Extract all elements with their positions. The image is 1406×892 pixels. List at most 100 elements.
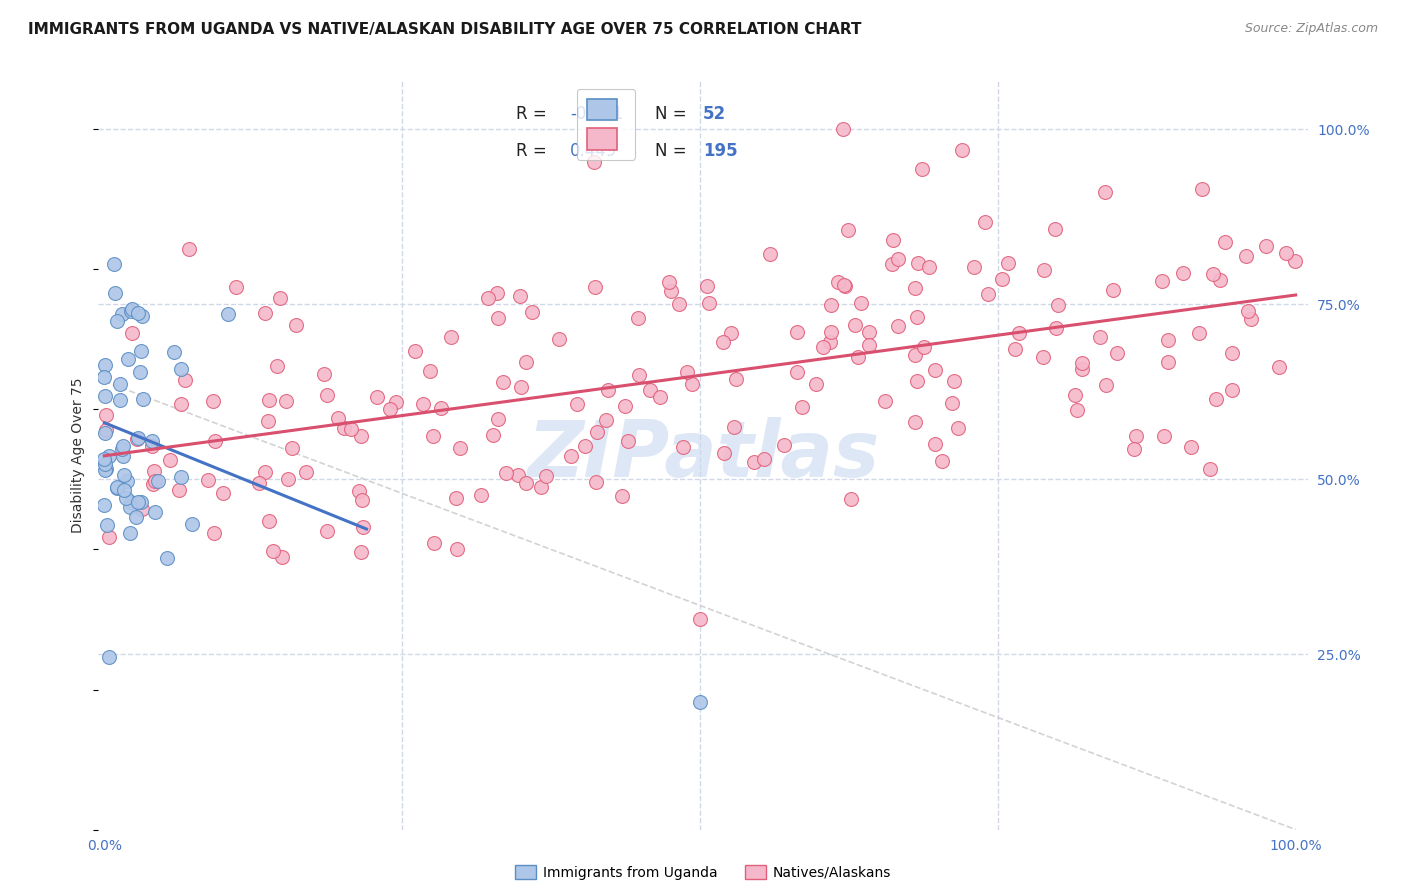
Point — [858, 337, 880, 351]
Point — [385, 395, 408, 409]
Point — [832, 277, 855, 292]
Point — [1157, 355, 1180, 369]
Point — [253, 306, 276, 320]
Point — [328, 411, 350, 425]
Point — [1043, 222, 1066, 236]
Point — [202, 526, 225, 541]
Point — [112, 483, 135, 498]
Point — [839, 492, 862, 507]
Point — [1274, 246, 1296, 260]
Point — [197, 473, 219, 487]
Point — [820, 325, 842, 339]
Text: IMMIGRANTS FROM UGANDA VS NATIVE/ALASKAN DISABILITY AGE OVER 75 CORRELATION CHAR: IMMIGRANTS FROM UGANDA VS NATIVE/ALASKAN… — [28, 22, 862, 37]
Point — [668, 297, 690, 311]
Point — [366, 390, 388, 404]
Point — [904, 348, 927, 362]
Point — [627, 368, 650, 382]
Point — [125, 510, 148, 524]
Point — [917, 260, 939, 274]
Point — [904, 415, 927, 429]
Point — [170, 362, 193, 376]
Point — [212, 485, 235, 500]
Point — [111, 439, 134, 453]
Point — [1094, 186, 1116, 200]
Point — [1156, 333, 1178, 347]
Point — [449, 442, 471, 456]
Point — [259, 392, 281, 407]
Point — [1199, 462, 1222, 476]
Point — [875, 394, 897, 409]
Point — [105, 480, 128, 494]
Point — [163, 344, 186, 359]
Point — [112, 467, 135, 482]
Point — [792, 400, 814, 414]
Point — [277, 472, 299, 486]
Point — [142, 477, 165, 491]
Point — [143, 474, 166, 488]
Point — [477, 291, 499, 305]
Point — [696, 279, 718, 293]
Point — [120, 495, 142, 509]
Point — [844, 318, 866, 332]
Point — [786, 366, 808, 380]
Point — [485, 285, 508, 300]
Point — [316, 388, 339, 402]
Text: R =: R = — [516, 105, 551, 123]
Point — [905, 374, 928, 388]
Point — [681, 377, 703, 392]
Point — [882, 257, 904, 271]
Point — [202, 393, 225, 408]
Point — [1208, 273, 1230, 287]
Point — [585, 475, 607, 489]
Point — [274, 393, 297, 408]
Point — [97, 649, 120, 664]
Point — [120, 500, 142, 515]
Point — [105, 481, 128, 495]
Point — [225, 280, 247, 294]
Point — [129, 494, 152, 508]
Point — [486, 311, 509, 326]
Point — [125, 432, 148, 446]
Point — [522, 305, 544, 319]
Text: ZIPatlas: ZIPatlas — [527, 417, 879, 493]
Point — [907, 256, 929, 270]
Text: N =: N = — [655, 105, 692, 123]
Point — [638, 383, 661, 397]
Point — [848, 350, 870, 364]
Point — [94, 463, 117, 477]
Point — [713, 335, 735, 350]
Point — [217, 307, 239, 321]
Point — [131, 309, 153, 323]
Point — [672, 441, 695, 455]
Point — [423, 536, 446, 550]
Point — [1205, 392, 1227, 406]
Point — [93, 425, 115, 440]
Point — [1063, 388, 1085, 402]
Point — [127, 306, 149, 320]
Point — [742, 455, 765, 469]
Point — [583, 279, 606, 293]
Point — [127, 431, 149, 445]
Point — [111, 308, 134, 322]
Point — [977, 286, 1000, 301]
Point — [284, 318, 307, 332]
Point — [574, 439, 596, 453]
Point — [548, 332, 571, 346]
Point — [115, 491, 138, 505]
Point — [430, 401, 453, 415]
Point — [204, 434, 226, 448]
Point — [582, 154, 605, 169]
Point — [676, 365, 699, 379]
Point — [1202, 267, 1225, 281]
Point — [509, 289, 531, 303]
Point — [1045, 320, 1067, 334]
Point — [127, 495, 149, 509]
Point — [1268, 360, 1291, 375]
Point — [404, 344, 426, 359]
Point — [560, 449, 582, 463]
Point — [1033, 263, 1056, 277]
Point — [1254, 238, 1277, 252]
Point — [565, 397, 588, 411]
Point — [352, 520, 374, 534]
Point — [990, 271, 1012, 285]
